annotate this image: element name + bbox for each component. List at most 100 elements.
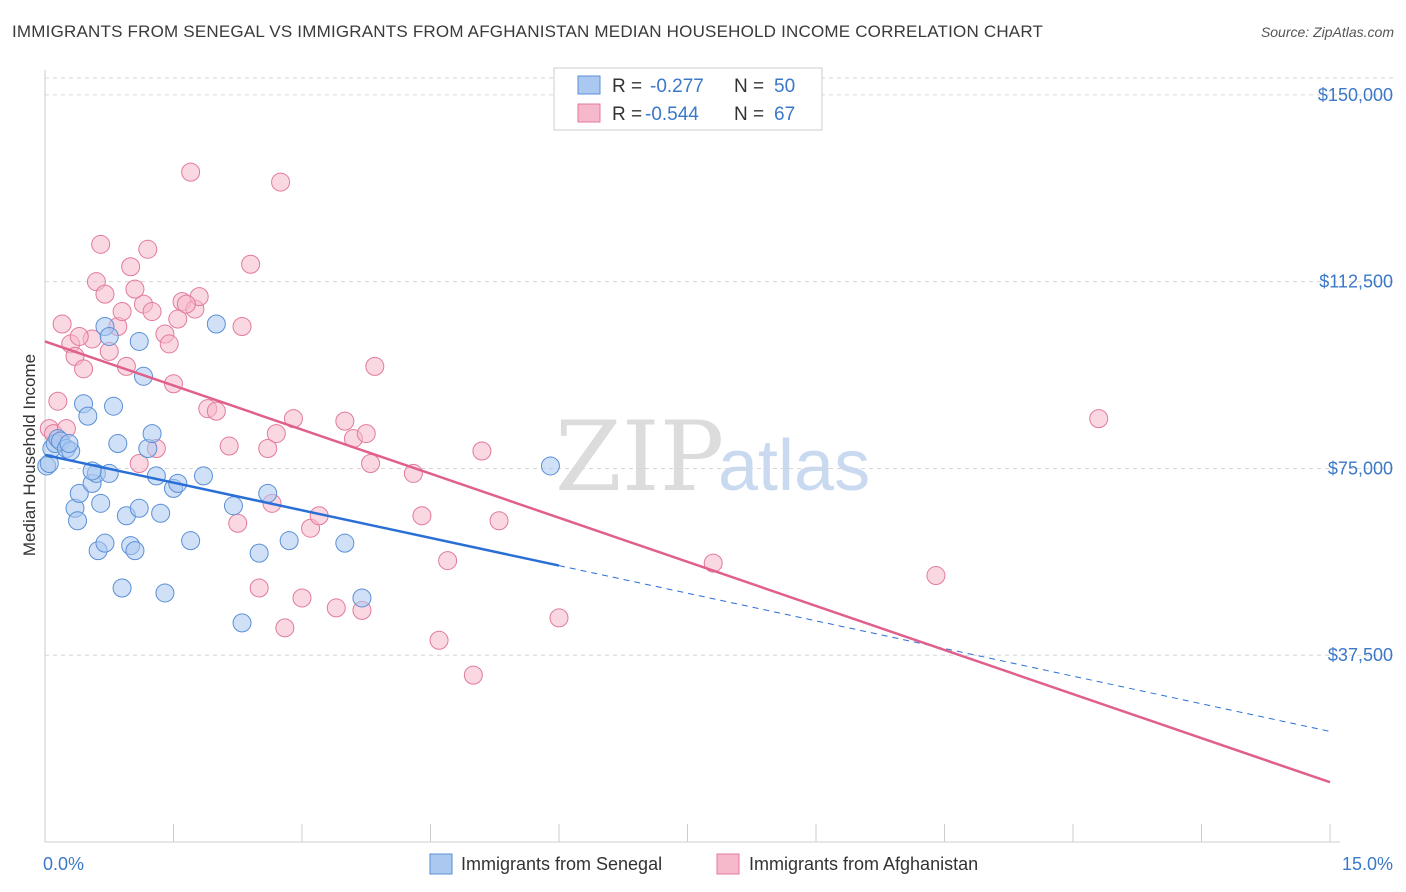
afghanistan-point [489,511,509,531]
legend-r-label-afghanistan: R = [612,104,642,125]
afghanistan-point [438,551,458,571]
y-tick-label: $75,000 [1328,458,1393,478]
afghanistan-point [48,391,68,411]
x-tick-label-max: 15.0% [1342,854,1393,874]
afghanistan-point [429,630,449,650]
afghanistan-point [232,317,252,337]
afghanistan-point [472,441,492,461]
senegal-point [206,314,226,334]
senegal-point [232,613,252,633]
bottom-legend-label-senegal: Immigrants from Senegal [461,854,662,874]
legend-n-label-senegal: N = [734,76,764,97]
legend-n-value-afghanistan: 67 [774,104,795,125]
senegal-point [125,541,145,561]
senegal-points [37,314,560,633]
bottom-legend-swatch-afghanistan [716,853,740,875]
afghanistan-point [249,578,269,598]
senegal-point [279,531,299,551]
series-legend: Immigrants from Senegal Immigrants from … [429,853,978,875]
senegal-point [155,583,175,603]
y-tick-label: $150,000 [1318,85,1393,105]
senegal-point [112,578,132,598]
senegal-point [78,406,98,426]
senegal-point [258,483,278,503]
senegal-point [59,434,79,454]
afghanistan-point [365,356,385,376]
afghanistan-point [412,506,432,526]
legend-r-value-afghanistan: -0.544 [645,104,699,125]
afghanistan-point [271,172,291,192]
afghanistan-point [356,424,376,444]
afghanistan-point [69,326,89,346]
afghanistan-point [266,424,286,444]
afghanistan-point [176,294,196,314]
trendlines [44,340,1331,784]
legend-r-value-senegal: -0.277 [650,76,704,97]
senegal-point [223,496,243,516]
correlation-legend: R = -0.277 N = 50 R = -0.544 N = 67 [553,67,823,131]
legend-r-label-senegal: R = [612,76,642,97]
senegal-point [129,498,149,518]
y-tick-label: $112,500 [1319,272,1393,292]
afghanistan-point [703,553,723,573]
afghanistan-point [112,302,132,322]
afghanistan-point [1089,409,1109,429]
x-tick-label-min: 0.0% [43,854,84,874]
senegal-point [146,466,166,486]
legend-swatch-senegal [577,75,601,95]
afghanistan-point [52,314,72,334]
senegal-point [181,531,201,551]
afghanistan-point [219,436,239,456]
afghanistan-point [129,453,149,473]
afghanistan-point [125,279,145,299]
afghanistan-point [926,566,946,586]
senegal-point [104,396,124,416]
chart-source: Source: ZipAtlas.com [1260,24,1394,40]
y-tick-label: $37,500 [1328,645,1393,665]
afghanistan-point [228,513,248,533]
legend-n-value-senegal: 50 [774,76,795,97]
senegal-point [69,483,89,503]
afghanistan-point [91,234,111,254]
senegal-point [540,456,560,476]
afghanistan-point [142,302,162,322]
senegal-point [129,331,149,351]
senegal-trendline [44,453,560,567]
afghanistan-point [241,254,261,274]
afghanistan-point [95,284,115,304]
afghanistan-point [121,257,141,277]
senegal-point [193,466,213,486]
afghanistan-point [463,665,483,685]
y-axis-label: Median Household Income [20,354,39,556]
senegal-trendline-extension [558,565,1331,732]
afghanistan-point [159,334,179,354]
watermark-zip: ZIP [555,401,724,513]
senegal-point [142,424,162,444]
senegal-point [335,533,355,553]
afghanistan-point [181,162,201,182]
afghanistan-point [361,453,381,473]
senegal-point [99,326,119,346]
legend-n-label-afghanistan: N = [734,104,764,125]
afghanistan-point [275,618,295,638]
senegal-point [352,588,372,608]
senegal-point [151,503,171,523]
afghanistan-point [138,239,158,259]
senegal-point [95,533,115,553]
senegal-point [68,511,88,531]
afghanistan-point [335,411,355,431]
senegal-point [108,434,128,454]
bottom-legend-label-afghanistan: Immigrants from Afghanistan [749,854,978,874]
afghanistan-point [292,588,312,608]
afghanistan-point [206,401,226,421]
afghanistan-point [326,598,346,618]
afghanistan-point [74,359,94,379]
watermark-atlas: atlas [718,426,870,506]
afghanistan-point [549,608,569,628]
senegal-point [91,493,111,513]
x-ticks [44,824,1331,842]
legend-swatch-afghanistan [577,103,601,123]
senegal-point [249,543,269,563]
afghanistan-trendline [44,340,1331,784]
